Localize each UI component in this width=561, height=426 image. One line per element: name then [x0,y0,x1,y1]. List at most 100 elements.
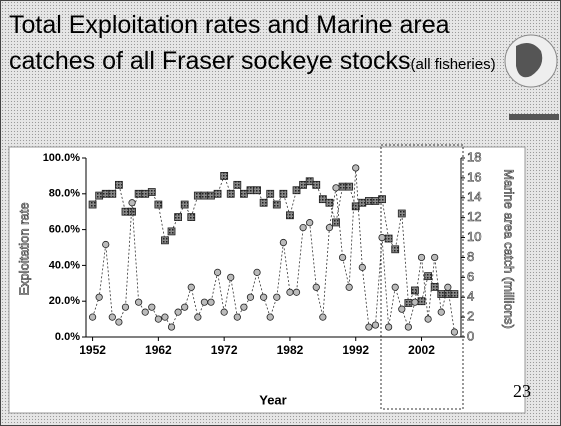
square-marker [128,207,136,216]
circle-marker [286,288,294,296]
circle-marker [385,323,393,331]
circle-marker [292,288,301,296]
circle-marker [411,298,419,306]
square-marker [338,182,347,191]
x-axis-label: Year [259,392,286,407]
square-marker [305,177,314,186]
square-marker [450,290,459,298]
circle-marker [233,313,241,321]
circle-marker [148,303,156,311]
circle-marker [325,224,334,232]
square-marker [299,180,308,189]
circle-marker [88,313,97,321]
square-marker [226,189,235,198]
circle-marker [424,315,432,323]
circle-marker [444,283,452,291]
circle-marker [299,224,307,232]
circle-marker [141,308,149,316]
square-marker [193,191,202,200]
square-marker [220,171,229,180]
circle-marker [194,313,202,321]
square-marker [272,200,281,209]
square-marker [154,200,163,209]
y2-tick-label: 2 [467,309,474,324]
square-marker [134,189,143,198]
circle-marker [391,283,399,291]
circle-marker [253,268,261,276]
square-marker [312,180,321,189]
square-marker [246,186,255,195]
square-marker [397,209,406,218]
square-marker [279,189,288,198]
x-tick-label: 2002 [408,343,435,357]
circle-marker [240,303,248,311]
circle-marker [207,298,215,306]
circle-marker [260,293,268,301]
slide-number: 23 [513,381,531,401]
square-marker [417,297,426,306]
circle-marker [102,240,110,249]
square-marker [141,189,150,198]
square-marker [391,245,400,254]
square-marker [266,189,275,198]
circle-marker [181,303,189,311]
square-marker [108,189,117,198]
circle-marker [312,283,320,291]
square-marker [207,191,215,200]
circle-marker [187,283,195,291]
square-marker [253,186,261,195]
square-marker [378,195,386,204]
title-text: Total Exploitation rates and Marine area… [9,11,450,75]
title-note: (all fisheries) [410,56,496,73]
y2-tick-label: 4 [467,289,474,304]
circle-marker [115,318,123,326]
square-marker [233,180,242,189]
y2-tick-label: 18 [467,149,481,164]
circle-marker [227,273,235,281]
y2-tick-label: 12 [467,209,481,224]
y-tick-label: 40.0% [49,259,80,271]
circle-marker [352,164,360,172]
square-marker [371,197,380,205]
square-marker [161,236,169,245]
square-marker [147,188,156,196]
circle-marker [161,313,169,321]
circle-marker [279,238,287,247]
y-tick-label: 100.0% [43,152,81,164]
y2-tick-label: 16 [467,169,481,184]
square-marker [259,198,268,207]
circle-marker [306,219,314,227]
square-marker [424,272,433,281]
y2-tick-label: 8 [467,249,474,264]
square-marker [213,189,222,198]
y-tick-label: 20.0% [49,295,80,307]
circle-marker [338,253,347,262]
circle-marker [273,293,281,301]
circle-marker [365,323,373,331]
circle-marker [404,323,412,331]
x-tick-label: 1992 [342,343,369,357]
square-marker [325,198,334,207]
circle-marker [135,298,143,306]
circle-marker [220,308,228,316]
circle-marker [371,321,380,329]
square-marker [345,182,354,191]
y2-axis-label: Marine area catch (millions) [502,169,517,329]
y-tick-label: 80.0% [49,188,80,200]
square-marker [286,211,294,220]
y-tick-label: 0.0% [55,331,80,343]
circle-marker [358,263,366,271]
square-marker [167,227,176,236]
square-marker [88,200,97,209]
circle-marker [154,315,162,323]
y2-tick-label: 0 [467,328,474,343]
circle-marker [266,313,274,321]
square-marker [95,191,104,200]
slide-title: Total Exploitation rates and Marine area… [9,7,509,83]
square-marker [101,189,110,198]
circle-marker [345,283,353,291]
circle-marker [246,293,255,301]
y-axis-label: Exploitation rate [16,202,31,295]
